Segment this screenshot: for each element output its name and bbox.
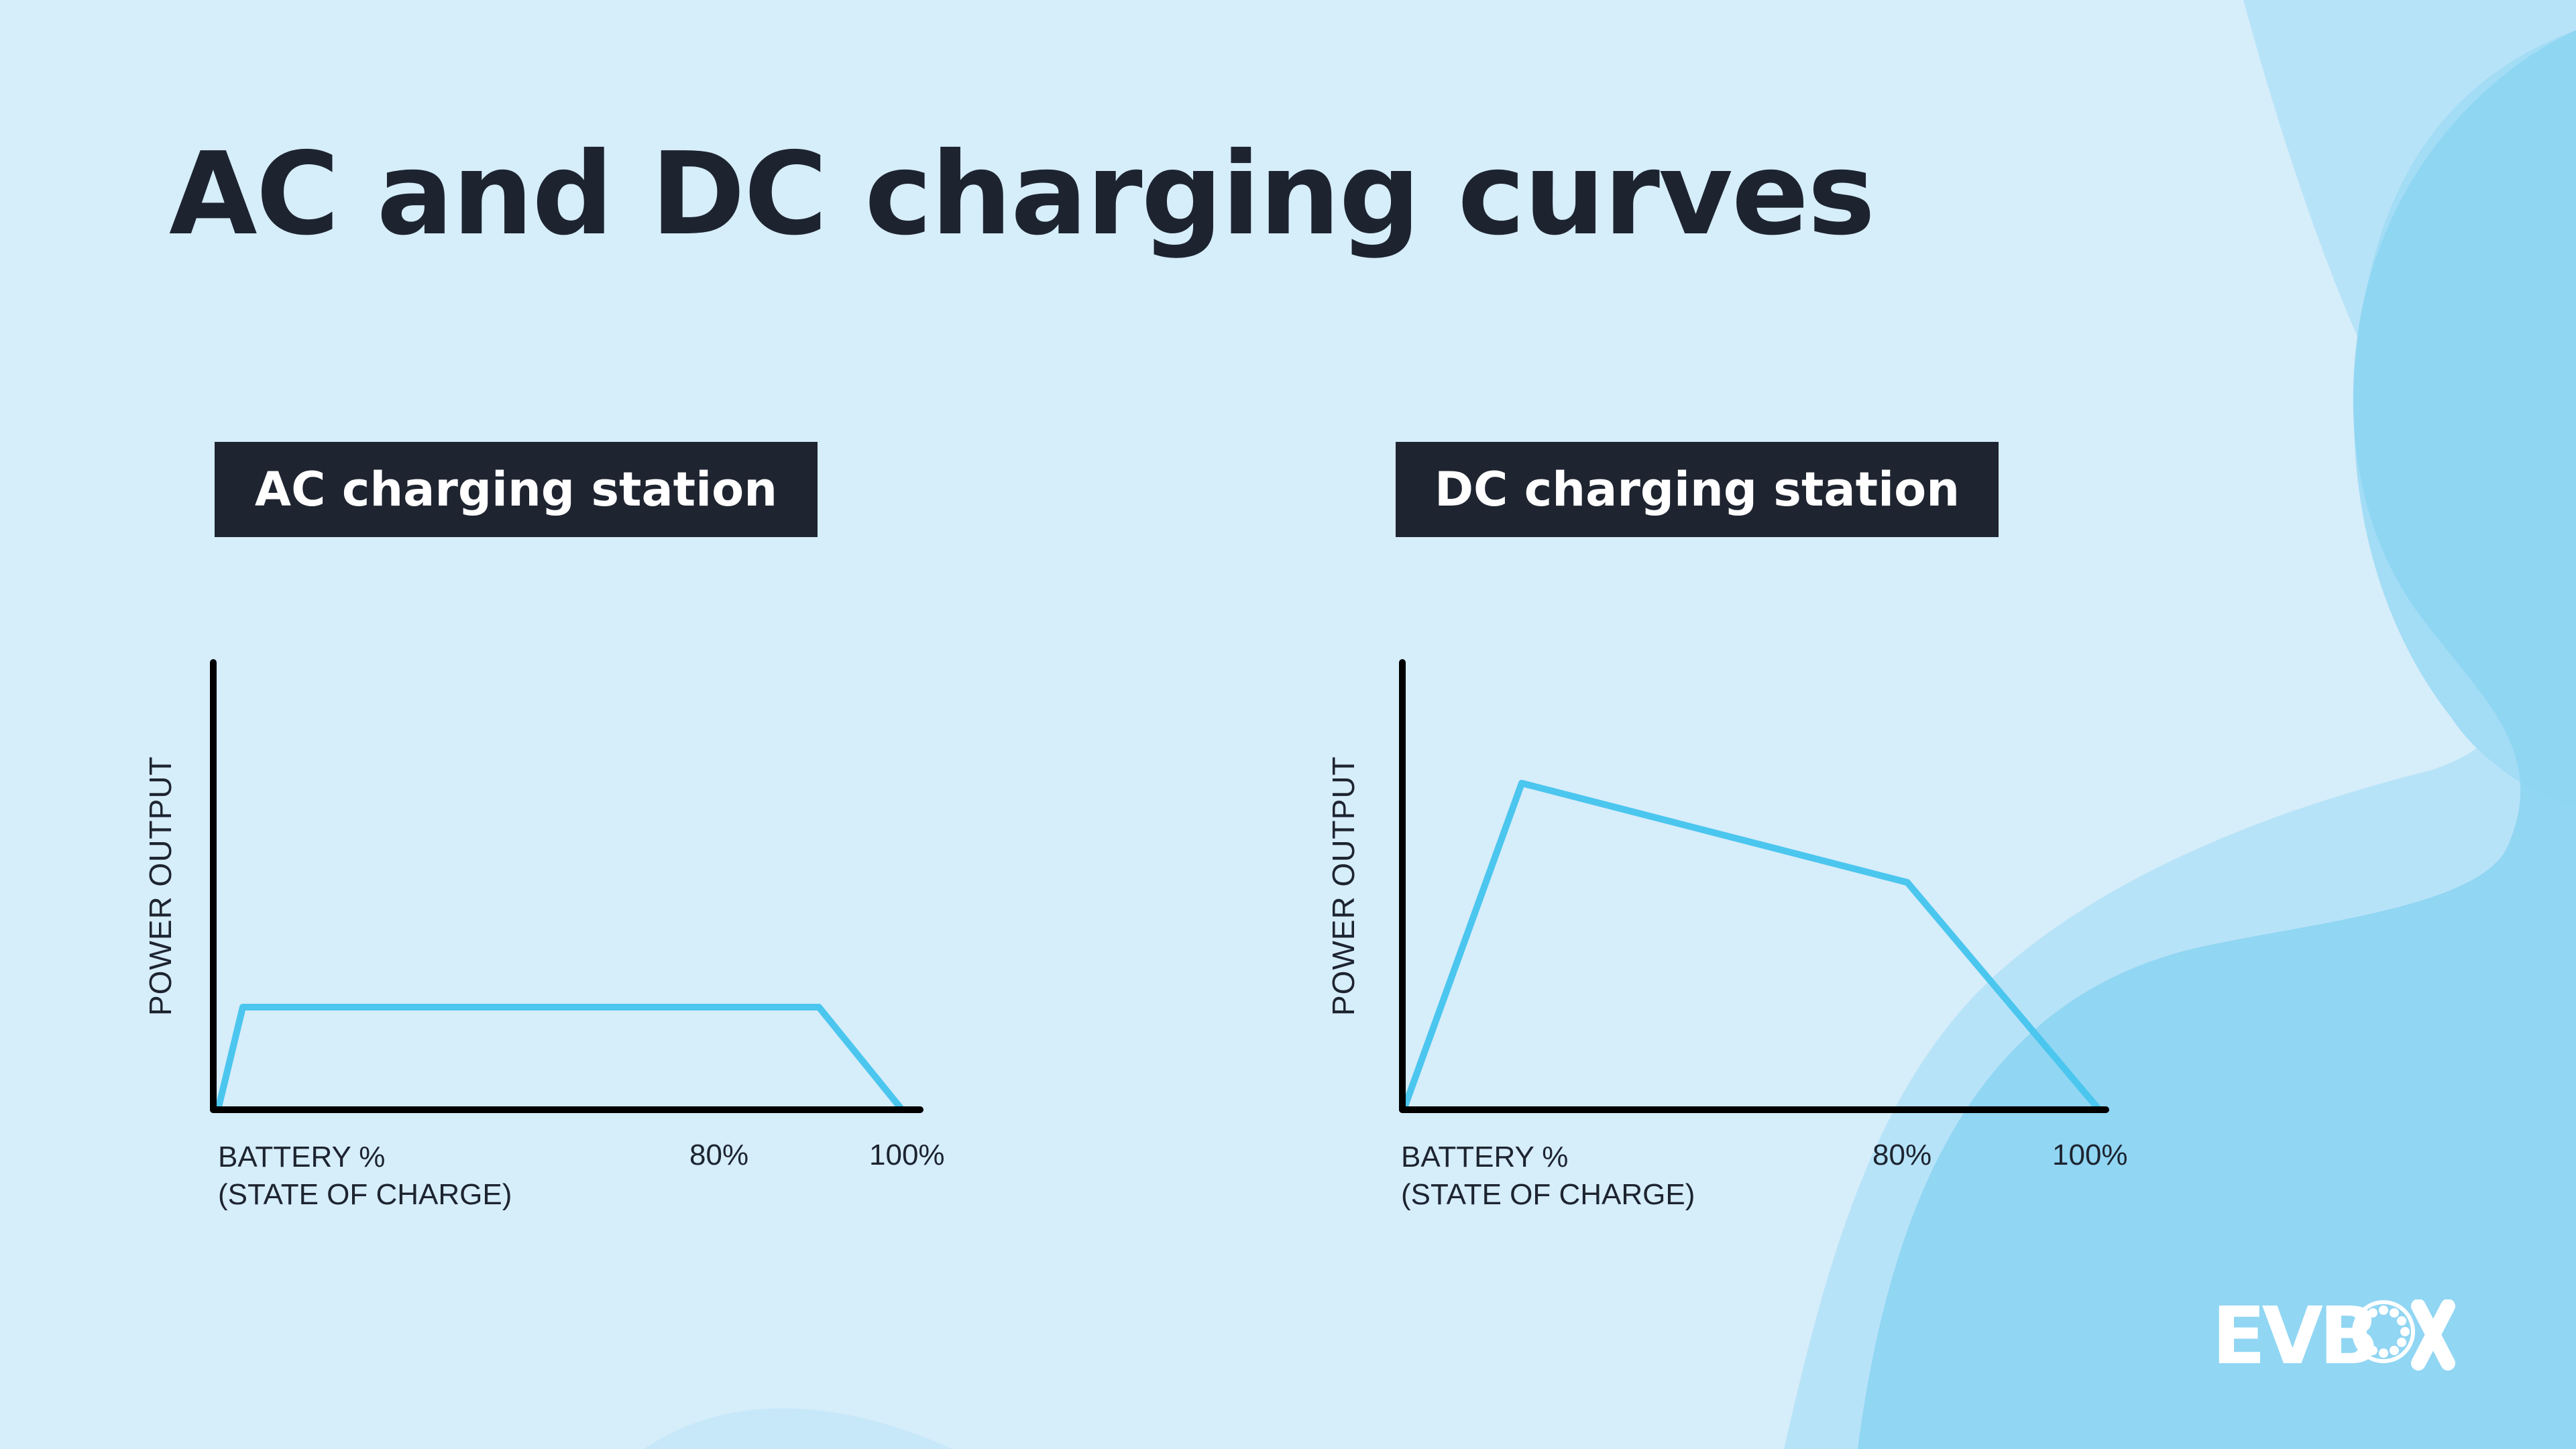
logo-x-letter xyxy=(2411,1299,2455,1371)
ac-x-axis-label-line2: (STATE OF CHARGE) xyxy=(218,1178,512,1211)
dc-y-axis-label: POWER OUTPUT xyxy=(1326,756,1361,1016)
wave-bottom-bump xyxy=(644,1408,952,1449)
dc-chart-heading-text: DC charging station xyxy=(1434,462,1960,517)
ac-tick-100: 100% xyxy=(869,1139,945,1171)
ac-y-axis-label: POWER OUTPUT xyxy=(143,756,178,1016)
dc-x-axis-label-line1: BATTERY % xyxy=(1401,1141,1569,1173)
page-title: AC and DC charging curves xyxy=(169,128,1875,261)
evbox-logo: EVB xyxy=(2212,1289,2487,1382)
dc-x-axis-label-line2: (STATE OF CHARGE) xyxy=(1401,1178,1695,1211)
evbox-logo-icon: EVB xyxy=(2212,1289,2455,1382)
ac-chart-heading: AC charging station xyxy=(215,442,818,537)
ac-x-axis-label: BATTERY % (STATE OF CHARGE) xyxy=(218,1139,512,1214)
dc-chart-heading: DC charging station xyxy=(1396,442,1999,537)
ac-chart-plot xyxy=(210,659,923,1113)
svg-text:EVB: EVB xyxy=(2212,1299,2375,1373)
dc-tick-80: 80% xyxy=(1872,1139,1932,1171)
dc-power-curve xyxy=(1400,780,2102,1112)
dc-tick-100: 100% xyxy=(2052,1139,2128,1171)
logo-o-ring-icon xyxy=(2352,1300,2415,1363)
wave-dark-band xyxy=(1858,30,2576,1449)
ac-tick-80: 80% xyxy=(689,1139,749,1171)
ac-power-curve xyxy=(215,1004,905,1112)
ac-chart-heading-text: AC charging station xyxy=(254,462,778,517)
dc-chart-plot xyxy=(1399,659,2109,1113)
ac-x-axis-label-line1: BATTERY % xyxy=(218,1141,386,1173)
dc-x-axis-label: BATTERY % (STATE OF CHARGE) xyxy=(1401,1139,1695,1214)
